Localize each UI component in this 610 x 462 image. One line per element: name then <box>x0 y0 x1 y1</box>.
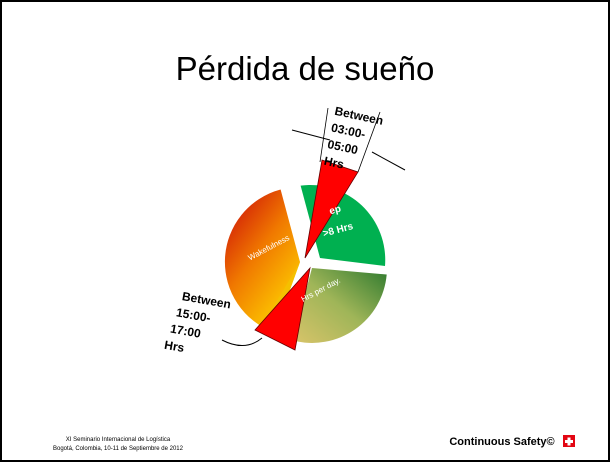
sleep-label: ep <box>328 204 342 218</box>
callout-line <box>319 107 329 163</box>
callout-text: 17:00 <box>169 322 202 341</box>
callout-text: Hrs <box>163 338 185 355</box>
arrow <box>371 151 406 171</box>
title: Pérdida de sueño <box>176 50 435 87</box>
top-red-wedge <box>304 159 359 259</box>
callout-line <box>357 111 381 173</box>
hours-wedge <box>292 268 387 343</box>
footer-place: Bogotá, Colombia, 10-11 de Septiembre de… <box>53 446 184 452</box>
brand: Continuous Safety© <box>449 436 554 448</box>
footer-event: XI Seminario Internacional de Logística <box>66 437 171 443</box>
flag-cross <box>565 437 573 446</box>
arrow <box>221 337 263 346</box>
callout-text: Hrs <box>323 154 346 172</box>
callout-text: 05:00 <box>326 137 359 157</box>
callout-text: 15:00- <box>175 305 212 325</box>
bottom-red-wedge <box>254 266 311 351</box>
